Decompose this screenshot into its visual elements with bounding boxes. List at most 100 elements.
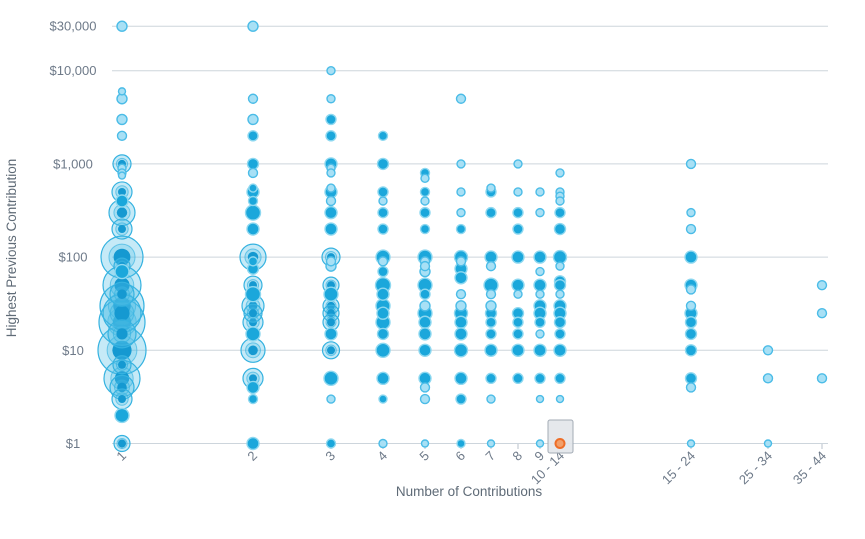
bubble[interactable] — [117, 87, 127, 96]
bubble[interactable] — [533, 343, 547, 357]
bubble[interactable] — [535, 394, 545, 404]
bubble[interactable] — [684, 327, 698, 341]
bubble[interactable] — [376, 371, 390, 386]
bubble[interactable] — [325, 130, 337, 142]
bubble[interactable] — [684, 316, 698, 329]
bubble[interactable] — [326, 94, 336, 104]
bubble[interactable] — [512, 328, 524, 340]
bubble[interactable] — [553, 278, 567, 292]
bubble[interactable] — [685, 158, 697, 170]
bubble[interactable] — [377, 223, 389, 235]
bubble[interactable] — [513, 159, 523, 169]
bubble[interactable] — [247, 93, 259, 104]
bubble[interactable] — [684, 250, 698, 264]
bubble[interactable] — [114, 263, 130, 280]
bubble[interactable] — [454, 315, 468, 329]
bubble[interactable] — [485, 372, 497, 385]
bubble[interactable] — [684, 344, 698, 357]
bubble[interactable] — [325, 113, 337, 126]
bubble[interactable] — [534, 372, 546, 385]
bubble[interactable] — [419, 260, 431, 272]
bubble[interactable] — [686, 439, 696, 448]
bubble[interactable] — [247, 195, 259, 207]
bubble[interactable] — [454, 271, 468, 285]
bubble[interactable] — [512, 223, 524, 235]
bubble[interactable] — [485, 260, 497, 272]
bubble[interactable] — [553, 222, 567, 236]
bubble[interactable] — [455, 256, 467, 267]
bubble[interactable] — [323, 370, 339, 387]
bubble[interactable] — [455, 393, 467, 405]
bubble[interactable] — [116, 130, 128, 142]
bubble[interactable] — [816, 308, 828, 319]
bubble[interactable] — [535, 289, 545, 299]
bubble[interactable] — [816, 279, 828, 291]
bubble[interactable] — [244, 285, 262, 303]
bubble[interactable] — [245, 326, 261, 342]
bubble[interactable] — [762, 345, 774, 356]
bubble[interactable] — [378, 196, 388, 206]
bubble[interactable] — [485, 206, 497, 219]
bubble[interactable] — [375, 342, 391, 358]
bubble[interactable] — [535, 207, 545, 218]
bubble[interactable] — [324, 205, 338, 220]
bubble[interactable] — [455, 300, 467, 312]
bubble[interactable] — [553, 316, 567, 329]
bubble[interactable] — [512, 372, 524, 385]
bubble[interactable] — [117, 171, 127, 180]
bubble[interactable] — [246, 222, 260, 236]
bubble[interactable] — [419, 186, 431, 198]
bubble[interactable] — [376, 157, 390, 171]
bubble[interactable] — [485, 300, 497, 312]
bubble[interactable] — [511, 250, 525, 264]
bubble[interactable] — [116, 113, 128, 126]
bubble[interactable] — [419, 206, 431, 219]
bubble[interactable] — [511, 278, 525, 292]
bubble[interactable] — [455, 288, 467, 300]
bubble[interactable] — [485, 316, 497, 328]
bubble[interactable] — [419, 300, 431, 312]
bubble[interactable] — [377, 186, 389, 198]
bubble[interactable] — [323, 286, 339, 302]
bubble[interactable] — [247, 393, 259, 405]
bubble[interactable] — [533, 250, 547, 264]
bubble[interactable] — [325, 256, 337, 267]
bubble[interactable] — [535, 187, 545, 197]
bubble[interactable] — [513, 187, 523, 197]
bubble[interactable] — [456, 187, 466, 197]
bubble[interactable] — [418, 315, 432, 329]
bubble[interactable] — [418, 327, 432, 341]
bubble[interactable] — [533, 278, 547, 292]
bubble[interactable] — [554, 372, 566, 385]
bubble[interactable] — [555, 394, 565, 404]
bubble[interactable] — [378, 394, 388, 404]
bubble[interactable] — [486, 394, 496, 404]
bubble[interactable] — [554, 206, 566, 219]
bubble[interactable] — [534, 316, 546, 328]
selected-bubble[interactable] — [554, 438, 566, 449]
bubble[interactable] — [453, 343, 469, 358]
bubble[interactable] — [326, 183, 336, 193]
bubble[interactable] — [456, 207, 466, 218]
bubble[interactable] — [247, 167, 259, 179]
bubble[interactable] — [685, 284, 697, 295]
bubble[interactable] — [326, 394, 336, 404]
bubble[interactable] — [512, 206, 524, 219]
bubble[interactable] — [325, 195, 337, 207]
bubble[interactable] — [555, 261, 565, 271]
bubble[interactable] — [555, 289, 565, 299]
bubble[interactable] — [455, 93, 467, 104]
bubble[interactable] — [419, 382, 431, 393]
bubble[interactable] — [116, 20, 128, 32]
bubble[interactable] — [376, 287, 390, 301]
bubble[interactable] — [555, 168, 565, 178]
bubble[interactable] — [247, 130, 259, 142]
bubble[interactable] — [247, 20, 259, 32]
bubble[interactable] — [553, 343, 567, 357]
bubble[interactable] — [114, 407, 130, 424]
bubble[interactable] — [535, 266, 545, 277]
bubble[interactable] — [486, 439, 496, 448]
bubble[interactable] — [685, 300, 697, 312]
bubble[interactable] — [248, 183, 258, 193]
bubble[interactable] — [512, 316, 524, 328]
